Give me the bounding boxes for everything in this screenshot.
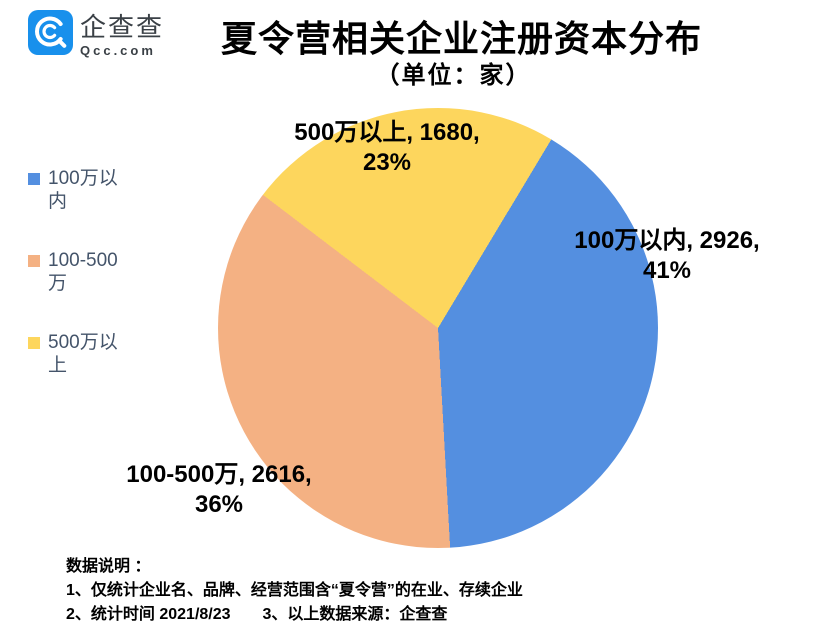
footer-notes: 数据说明 ： 1、仅统计企业名、品牌、经营范围含“夏令营”的在业、存续企业 2、… (66, 555, 523, 627)
page-title: 夏令营相关企业注册资本分布 (220, 18, 702, 59)
footer-note-2: 2、统计时间 2021/8/23 3、以上数据来源：企查查 (66, 606, 448, 623)
brand-text: 企查查 Qcc.com (80, 12, 164, 58)
slice-label-100-500w: 100-500万, 2616, 36% (69, 460, 369, 520)
legend-label: 100-500 万 (48, 250, 118, 294)
slice-label-over-500w: 500万以上, 1680, 23% (237, 118, 537, 178)
brand-domain: Qcc.com (80, 43, 156, 58)
qcc-logo-icon (35, 16, 67, 48)
slice-label-line1: 500万以上, 1680, (294, 119, 480, 146)
legend-item-100-500w: 100-500 万 (28, 249, 118, 295)
legend-label: 100万以 内 (48, 168, 118, 212)
footer-note-1: 1、仅统计企业名、品牌、经营范围含“夏令营”的在业、存续企业 (66, 582, 523, 599)
legend-marker-orange (28, 255, 40, 267)
legend-item-under-100w: 100万以 内 (28, 167, 118, 213)
legend-item-over-500w: 500万以 上 (28, 331, 118, 377)
legend-label: 500万以 上 (48, 332, 118, 376)
slice-label-line2: 23% (362, 149, 412, 176)
slice-label-line2: 41% (642, 257, 692, 284)
slice-label-line1: 100万以内, 2926, (574, 227, 760, 254)
slice-label-under-100w: 100万以内, 2926, 41% (517, 226, 817, 286)
legend-marker-yellow (28, 337, 40, 349)
page-subtitle: （单位：家） (375, 62, 532, 89)
slice-label-line1: 100-500万, 2616, (126, 461, 312, 488)
brand-name: 企查查 (80, 12, 165, 42)
legend-marker-blue (28, 173, 40, 185)
qcc-logo (28, 10, 73, 55)
footer-heading: 数据说明 ： (66, 558, 151, 575)
slice-label-line2: 36% (194, 491, 244, 518)
pie-chart (218, 108, 658, 548)
